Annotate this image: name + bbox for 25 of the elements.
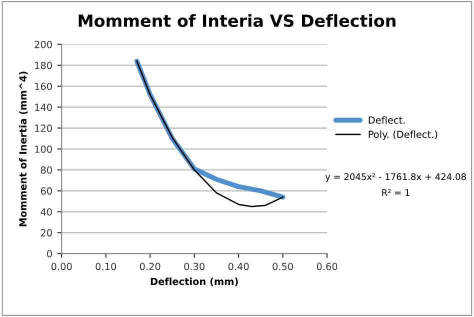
x-tick-label: 0.30 (184, 262, 205, 270)
y-tick-label: 60 (40, 187, 52, 195)
x-tick-label: 0.20 (140, 262, 160, 270)
x-tick-label: 0.60 (316, 262, 338, 270)
y-tick-label: 200 (34, 40, 52, 48)
legend-label: Deflect. (368, 116, 405, 124)
y-tick-label: 160 (35, 82, 52, 90)
annotation: y = 2045x² - 1761.8x + 424.08 (325, 173, 466, 182)
y-tick-label: 140 (35, 104, 52, 111)
legend-label: Poly. (Deflect.) (368, 130, 438, 140)
x-tick-label: 0.00 (51, 262, 72, 270)
text: R² = 1 (382, 189, 410, 196)
x-tick-label: 0.10 (96, 262, 116, 270)
y-tick-label: 180 (35, 62, 52, 70)
y-tick-label: 100 (35, 145, 52, 153)
x-axis-title: Deflection (mm) (150, 278, 238, 286)
y-axis-title: Momment of Inertia (mm^4) (19, 72, 28, 226)
x-tick-label: 0.40 (228, 262, 249, 270)
chart-title: Momment of Interia VS Deflection (78, 14, 396, 28)
y-tick-label: 120 (35, 124, 52, 132)
y-tick-label: 20 (40, 229, 52, 237)
y-tick-label: 0 (47, 250, 52, 258)
x-tick-label: 0.50 (272, 262, 293, 270)
y-tick-label: 80 (40, 166, 52, 174)
y-tick-label: 40 (40, 208, 52, 216)
